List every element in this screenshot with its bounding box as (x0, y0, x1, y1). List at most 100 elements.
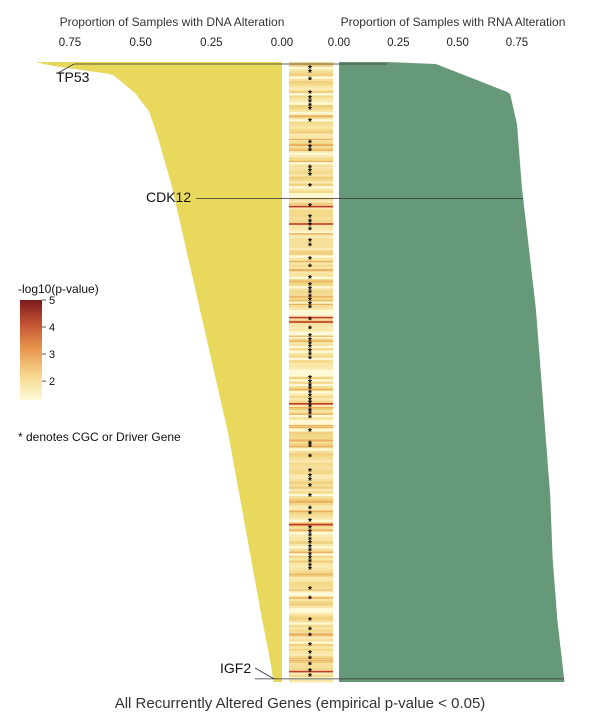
heatmap-band (289, 348, 333, 351)
heatmap-band (289, 505, 333, 509)
rna-axis-ticks: 0.00 0.25 0.50 0.75 (328, 37, 528, 49)
heatmap-band (289, 310, 333, 313)
heatmap-band (289, 481, 333, 485)
heatmap-band (289, 643, 333, 647)
heatmap-band (289, 104, 333, 108)
heatmap-band (289, 376, 333, 380)
heatmap-band (289, 517, 333, 521)
heatmap-band (289, 107, 333, 111)
heatmap-band (289, 150, 333, 153)
heatmap-band (289, 512, 333, 516)
heatmap-band (289, 413, 333, 415)
heatmap-band (289, 486, 333, 490)
heatmap-band (289, 393, 333, 397)
heatmap-band (289, 589, 333, 592)
heatmap-band (289, 221, 333, 225)
heatmap-band (289, 374, 333, 378)
driver-gene-star: * (308, 427, 312, 438)
heatmap-band (289, 226, 333, 230)
heatmap-band (289, 672, 333, 676)
heatmap-band (289, 515, 333, 518)
heatmap-band (289, 529, 333, 531)
heatmap-band (289, 288, 333, 292)
heatmap-band (289, 343, 333, 347)
heatmap-band (289, 596, 333, 599)
driver-gene-star: * (308, 399, 312, 410)
heatmap-band (289, 648, 333, 652)
heatmap-band (289, 217, 333, 220)
heatmap-band (289, 488, 333, 492)
heatmap-band (289, 362, 333, 366)
heatmap-band (289, 112, 333, 115)
heatmap-band (289, 88, 333, 91)
driver-gene-star: * (308, 625, 312, 636)
heatmap-band (289, 560, 333, 564)
driver-gene-star: * (308, 296, 312, 307)
heatmap-band (289, 126, 333, 130)
driver-gene-star: * (308, 565, 312, 576)
heatmap-band (289, 491, 333, 494)
heatmap-band (289, 665, 333, 669)
driver-gene-star: * (308, 482, 312, 493)
heatmap-band (289, 407, 333, 411)
heatmap-band (289, 569, 333, 573)
driver-gene-star: * (308, 274, 312, 285)
heatmap-band (289, 574, 333, 578)
heatmap-band (289, 598, 333, 602)
heatmap-band (289, 419, 333, 423)
heatmap-band (289, 183, 333, 187)
driver-gene-star: * (308, 117, 312, 128)
heatmap-band (289, 551, 333, 554)
driver-gene-star: * (308, 325, 312, 336)
heatmap-band (289, 448, 333, 452)
heatmap-band (289, 653, 333, 657)
heatmap-band (289, 496, 333, 499)
heatmap-band (289, 155, 333, 158)
heatmap-band (289, 457, 333, 461)
heatmap-band (289, 455, 333, 459)
driver-gene-star: * (308, 672, 312, 683)
driver-gene-star: * (308, 543, 312, 554)
driver-gene-star: * (308, 147, 312, 158)
heatmap-band (289, 207, 333, 211)
heatmap-band (289, 274, 333, 277)
driver-gene-star: * (308, 654, 312, 665)
driver-gene-star: * (308, 221, 312, 232)
heatmap-band (289, 541, 333, 545)
driver-gene-star: * (308, 524, 312, 535)
heatmap-band (289, 562, 333, 566)
heatmap-band (289, 633, 333, 636)
heatmap-band (289, 73, 333, 77)
heatmap-band (289, 577, 333, 580)
heatmap-band (289, 627, 333, 630)
heatmap-band (289, 236, 333, 239)
heatmap-band (289, 472, 333, 475)
driver-gene-star: * (308, 64, 312, 75)
driver-gene-star: * (308, 340, 312, 351)
heatmap-band (289, 224, 333, 227)
heatmap-band-significant (289, 205, 333, 208)
dna-tick-label: 0.25 (200, 37, 222, 49)
driver-gene-star: * (308, 382, 312, 393)
heatmap-band (289, 312, 333, 316)
heatmap-band (289, 140, 333, 144)
heatmap-band (289, 555, 333, 559)
driver-gene-star: * (308, 509, 312, 520)
heatmap-band (289, 178, 333, 182)
heatmap-band (289, 319, 333, 323)
heatmap-band (289, 176, 333, 180)
heatmap-band-significant (289, 316, 333, 319)
driver-gene-star: * (308, 202, 312, 213)
heatmap-band (289, 250, 333, 254)
rna-tick-label: 0.25 (387, 37, 409, 49)
heatmap-band (289, 214, 333, 218)
heatmap-band (289, 271, 333, 275)
heatmap-band (289, 243, 333, 246)
driver-gene-star: * (308, 101, 312, 112)
heatmap-band (289, 257, 333, 261)
heatmap-band (289, 169, 333, 173)
heatmap-band-significant (289, 223, 333, 225)
heatmap-band (289, 543, 333, 547)
heatmap-band (289, 622, 333, 626)
heatmap-band (289, 379, 333, 382)
